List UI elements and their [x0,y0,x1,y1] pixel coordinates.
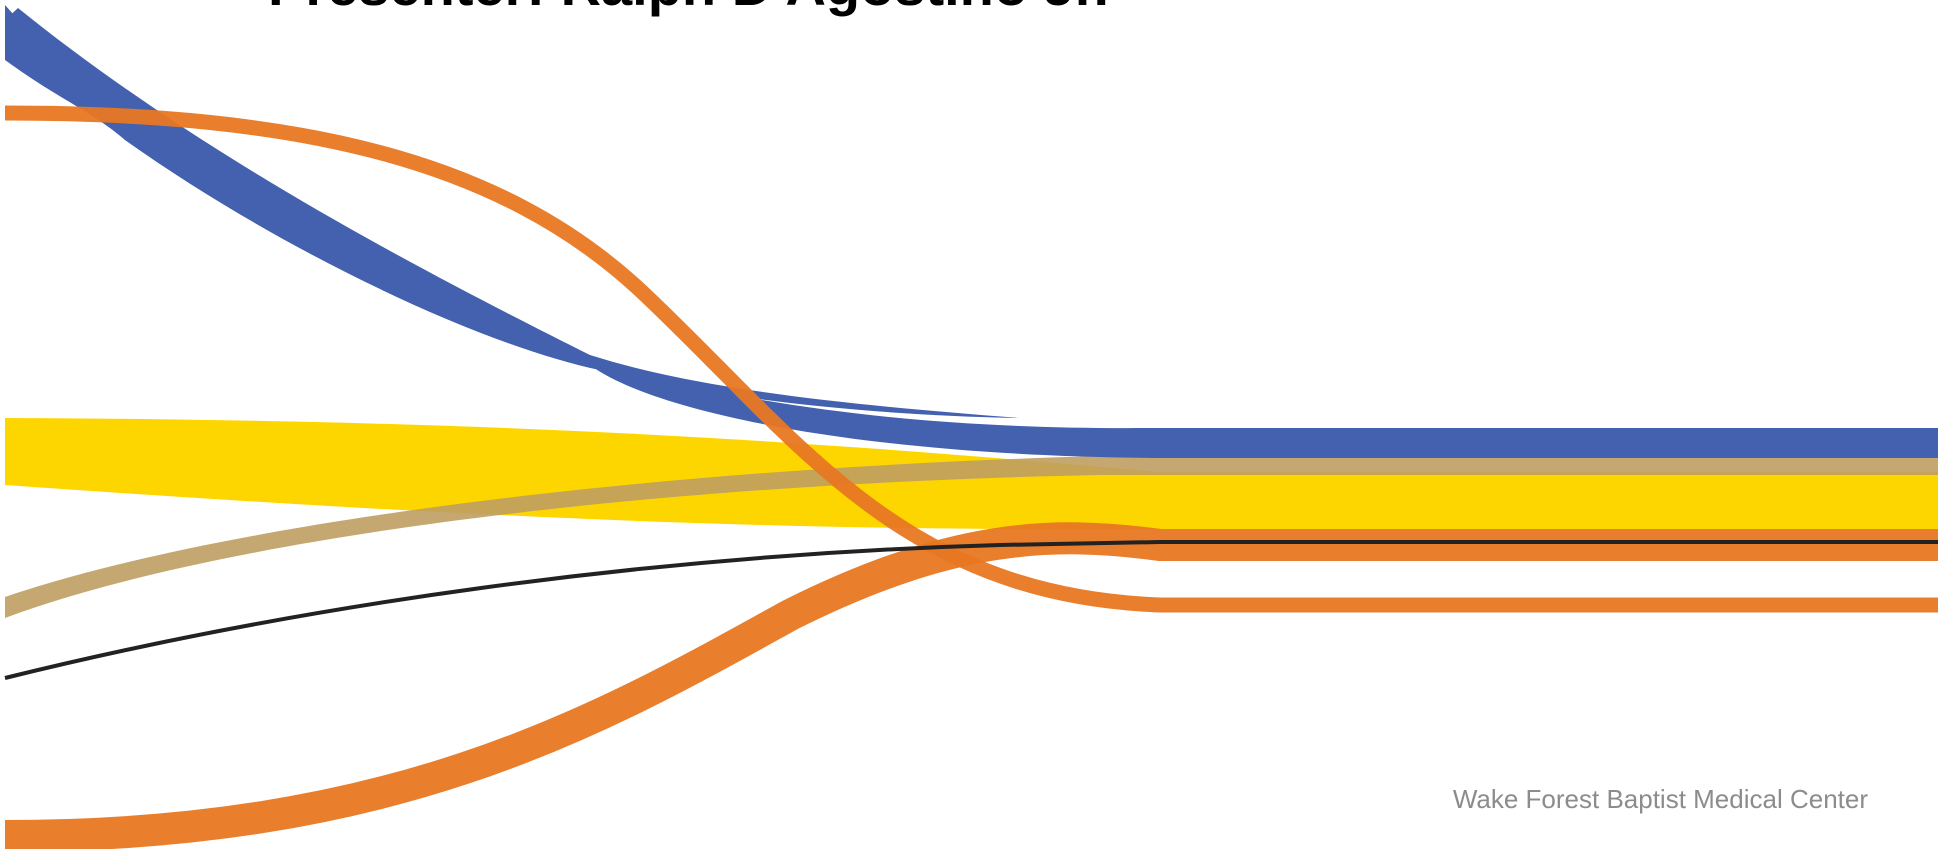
footer-organization: Wake Forest Baptist Medical Center [1452,784,1868,814]
blue-ribbon-sliver [5,8,1020,418]
tan-ribbon [5,456,1938,618]
black-line [4,540,1938,680]
orange-ribbon-thick [4,522,1938,849]
slide-title: Presenter: Ralph D'Agostino Jr. [268,0,1109,14]
